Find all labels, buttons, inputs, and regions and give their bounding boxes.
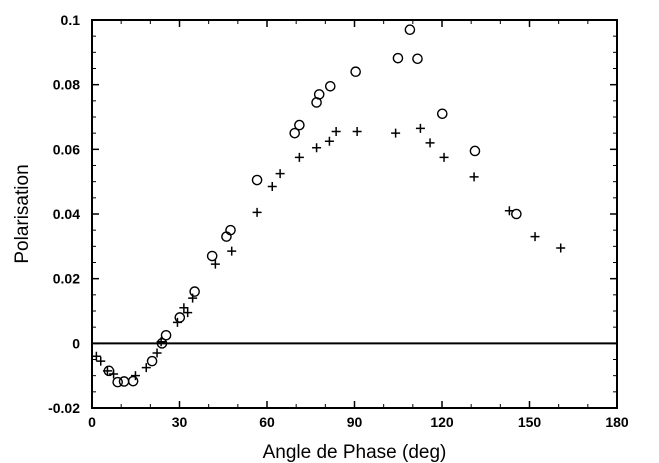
y-tick-label: 0.1 bbox=[61, 12, 81, 28]
data-series bbox=[91, 24, 566, 388]
y-axis-title: Polarisation bbox=[12, 164, 33, 263]
circle-point bbox=[156, 338, 168, 349]
plus-point bbox=[415, 123, 425, 133]
circle-point bbox=[436, 108, 448, 120]
x-tick-label: 60 bbox=[259, 414, 275, 430]
circle-point bbox=[118, 376, 130, 387]
x-tick-label: 150 bbox=[518, 414, 542, 430]
plus-point bbox=[91, 351, 101, 361]
plot-frame bbox=[91, 19, 618, 409]
y-tick-label: 0.08 bbox=[53, 77, 80, 93]
x-tick-label: 180 bbox=[605, 414, 629, 430]
plus-point bbox=[331, 127, 341, 137]
plus-point bbox=[227, 246, 237, 256]
plus-point bbox=[267, 182, 277, 192]
x-tick-label: 0 bbox=[88, 414, 96, 430]
plus-point bbox=[179, 303, 189, 313]
circle-point bbox=[251, 174, 263, 186]
plus-point bbox=[96, 356, 106, 366]
circle-point bbox=[392, 52, 404, 64]
plus-point bbox=[130, 371, 140, 381]
circle-point bbox=[350, 66, 361, 78]
circle-point bbox=[206, 250, 218, 262]
circle-point bbox=[160, 329, 172, 341]
series-plus bbox=[91, 123, 566, 381]
circle-point bbox=[469, 145, 481, 157]
x-axis-title: Angle de Phase (deg) bbox=[263, 442, 447, 463]
plus-point bbox=[324, 136, 334, 146]
circle-point bbox=[289, 127, 301, 139]
plus-point bbox=[439, 152, 449, 162]
plus-point bbox=[152, 348, 162, 358]
plus-point bbox=[556, 243, 566, 253]
x-tick-label: 30 bbox=[172, 414, 188, 430]
circle-point bbox=[189, 286, 200, 297]
axis-ticks: 0 30 60 90 120 150 180 -0.02 0 0.02 0.04 0.06 0.08 0.… bbox=[48, 12, 629, 430]
plus-point bbox=[391, 128, 401, 138]
plus-point bbox=[188, 293, 198, 303]
plus-point bbox=[504, 206, 514, 216]
circle-point bbox=[112, 376, 123, 388]
plus-point bbox=[102, 366, 112, 376]
plus-point bbox=[252, 207, 262, 217]
series-circle bbox=[103, 24, 522, 388]
plus-point bbox=[141, 363, 151, 373]
plus-point bbox=[294, 152, 304, 162]
plus-point bbox=[210, 259, 220, 269]
x-tick-label: 90 bbox=[347, 414, 363, 430]
circle-point bbox=[324, 80, 336, 92]
plus-point bbox=[183, 308, 193, 318]
circle-point bbox=[404, 24, 416, 36]
plus-point bbox=[530, 232, 540, 242]
circle-point bbox=[313, 89, 325, 100]
y-tick-label: 0.02 bbox=[53, 271, 80, 287]
plus-point bbox=[425, 138, 435, 148]
x-tick-label: 120 bbox=[430, 414, 454, 430]
circle-point bbox=[127, 375, 139, 387]
circle-point bbox=[294, 119, 305, 131]
circle-point bbox=[146, 355, 158, 367]
plus-point bbox=[156, 337, 166, 347]
circle-point bbox=[511, 208, 522, 220]
plus-point bbox=[312, 143, 322, 153]
plus-point bbox=[172, 317, 182, 327]
plus-point bbox=[352, 127, 362, 137]
circle-point bbox=[174, 312, 186, 323]
plus-point bbox=[469, 172, 479, 182]
y-tick-label: 0 bbox=[72, 335, 80, 351]
y-tick-label: 0.04 bbox=[53, 206, 80, 222]
circle-point bbox=[412, 53, 423, 65]
y-tick-label: -0.02 bbox=[48, 400, 80, 416]
circle-point bbox=[225, 224, 236, 236]
plus-point bbox=[275, 169, 285, 179]
y-tick-label: 0.06 bbox=[53, 141, 80, 157]
plus-point bbox=[109, 369, 119, 379]
